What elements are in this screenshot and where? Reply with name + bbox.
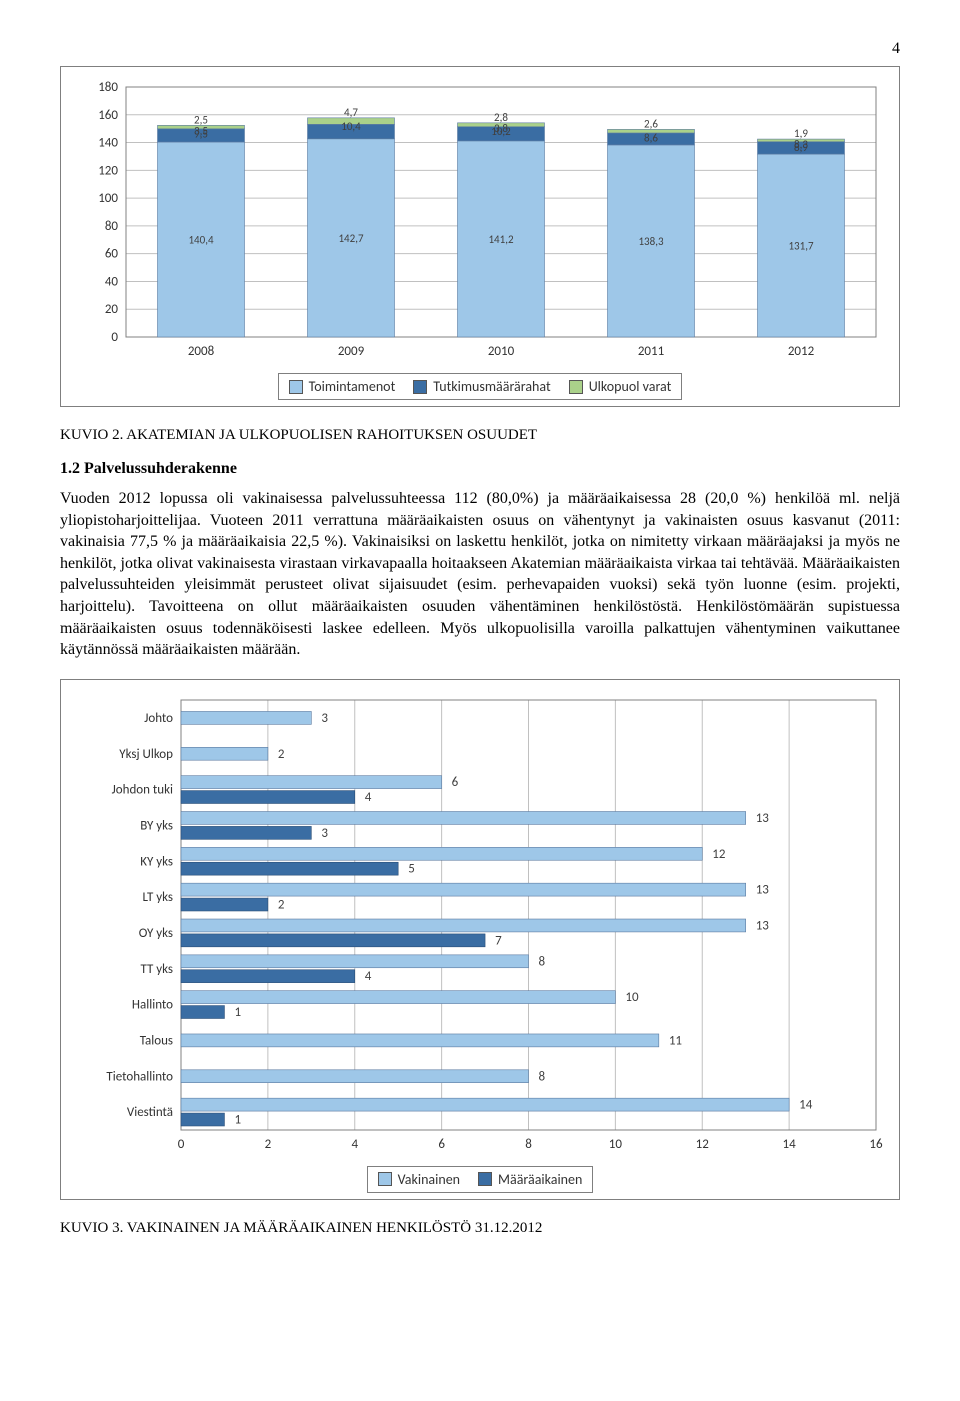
chart-1-legend: Toimintamenot Tutkimusmäärärahat Ulkopuol … [278,373,683,400]
legend-item: Toimintamenot [289,378,396,395]
svg-text:120: 120 [98,163,118,178]
legend-item: Tutkimusmäärärahat [413,378,550,395]
svg-text:Johto: Johto [144,711,173,726]
legend-swatch [289,380,303,394]
svg-text:Talous: Talous [140,1033,173,1048]
svg-text:4: 4 [365,969,372,984]
svg-text:180: 180 [98,80,118,95]
legend-swatch [478,1172,492,1186]
svg-text:BY yks: BY yks [140,818,173,833]
svg-text:20: 20 [105,302,119,317]
svg-text:TT yks: TT yks [140,962,173,977]
svg-text:OY yks: OY yks [139,926,173,941]
svg-text:160: 160 [98,108,118,123]
svg-text:5: 5 [408,861,415,876]
svg-text:6: 6 [452,775,459,790]
body-paragraph: Vuoden 2012 lopussa oli vakinaisessa pal… [60,488,900,661]
chart-1-caption: KUVIO 2. AKATEMIAN JA ULKOPUOLISEN RAHOI… [60,427,900,444]
svg-text:14: 14 [799,1097,813,1112]
svg-text:60: 60 [105,247,119,262]
svg-text:2: 2 [265,1137,272,1152]
svg-text:10,2: 10,2 [491,125,511,138]
svg-text:7: 7 [495,933,502,948]
svg-text:140,4: 140,4 [188,234,213,247]
legend-item: Määräaikainen [478,1171,582,1188]
svg-text:8,9: 8,9 [794,141,808,154]
svg-text:13: 13 [756,882,770,897]
chart-2-caption: KUVIO 3. VAKINAINEN JA MÄÄRÄAIKAINEN HEN… [60,1220,900,1237]
svg-text:140: 140 [98,136,118,151]
svg-text:Johdon tuki: Johdon tuki [112,782,173,797]
svg-text:4: 4 [365,790,372,805]
legend-label: Vakinainen [398,1171,460,1188]
svg-text:13: 13 [756,918,770,933]
svg-text:138,3: 138,3 [638,235,663,248]
svg-text:142,7: 142,7 [338,232,363,245]
svg-text:KY yks: KY yks [140,854,173,869]
svg-text:12: 12 [696,1137,710,1152]
chart-1-container: 020406080100120140160180140,42,53,59,520… [60,66,900,407]
legend-swatch [378,1172,392,1186]
svg-text:Tietohallinto: Tietohallinto [106,1069,173,1084]
svg-text:13: 13 [756,811,770,826]
chart-2-legend: Vakinainen Määräaikainen [367,1166,594,1193]
svg-text:3: 3 [321,826,328,841]
svg-text:100: 100 [98,191,118,206]
svg-text:Hallinto: Hallinto [132,997,173,1012]
svg-text:4,7: 4,7 [344,106,358,119]
svg-text:Yksj Ulkop: Yksj Ulkop [119,747,173,762]
chart-2-container: 0246810121416Johto3Yksj Ulkop2Johdon tuk… [60,679,900,1200]
svg-text:1: 1 [234,1112,241,1127]
svg-text:1: 1 [234,1005,241,1020]
svg-text:0: 0 [178,1137,185,1152]
svg-text:10: 10 [625,990,639,1005]
svg-text:2010: 2010 [488,344,515,359]
legend-label: Tutkimusmäärärahat [433,378,550,395]
svg-text:16: 16 [869,1137,883,1152]
svg-text:10: 10 [609,1137,623,1152]
svg-text:2009: 2009 [338,344,365,359]
svg-text:141,2: 141,2 [488,233,513,246]
svg-text:8: 8 [525,1137,532,1152]
svg-text:2: 2 [278,897,285,912]
svg-text:11: 11 [669,1033,682,1048]
chart-2: 0246810121416Johto3Yksj Ulkop2Johdon tuk… [71,690,889,1160]
svg-text:14: 14 [783,1137,797,1152]
legend-item: Ulkopuol varat [569,378,672,395]
svg-text:Viestintä: Viestintä [127,1105,173,1120]
legend-label: Toimintamenot [309,378,396,395]
section-heading: 1.2 Palvelussuhderakenne [60,460,900,478]
svg-text:10,4: 10,4 [341,120,361,133]
svg-text:12: 12 [712,847,726,862]
svg-text:2,6: 2,6 [644,117,658,130]
svg-text:80: 80 [105,219,119,234]
svg-text:9,5: 9,5 [194,127,208,140]
svg-text:131,7: 131,7 [788,240,813,253]
legend-label: Ulkopuol varat [589,378,672,395]
svg-text:LT yks: LT yks [142,890,173,905]
svg-text:40: 40 [105,274,119,289]
svg-text:2008: 2008 [188,344,215,359]
svg-text:0: 0 [111,330,118,345]
page-number: 4 [60,40,900,58]
svg-text:8,6: 8,6 [644,131,658,144]
svg-text:3: 3 [321,711,328,726]
svg-text:8: 8 [539,1069,546,1084]
svg-text:4: 4 [351,1137,358,1152]
svg-text:2: 2 [278,747,285,762]
svg-text:6: 6 [438,1137,445,1152]
legend-item: Vakinainen [378,1171,460,1188]
svg-text:2012: 2012 [788,344,815,359]
legend-label: Määräaikainen [498,1171,582,1188]
chart-1: 020406080100120140160180140,42,53,59,520… [71,77,889,367]
svg-text:2011: 2011 [638,344,664,359]
legend-swatch [569,380,583,394]
svg-text:8: 8 [539,954,546,969]
legend-swatch [413,380,427,394]
